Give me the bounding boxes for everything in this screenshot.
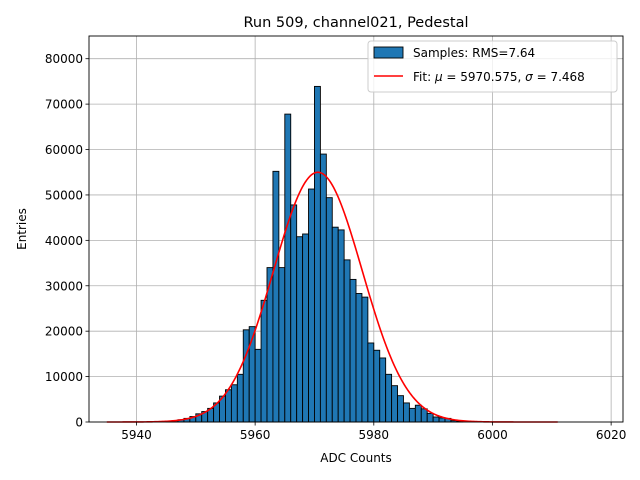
y-tick-label: 0 [75,416,83,430]
histogram-bar [319,153,327,423]
legend-fit-label: Fit: μ = 5970.575, σ = 7.468 [413,70,585,84]
y-axis-label: Entries [15,208,29,250]
histogram-bar [391,385,398,423]
histogram-bar [438,417,446,423]
histogram-bar [331,226,339,423]
histogram-bar [420,408,428,423]
legend-sigma-value: = 7.468 [533,70,585,84]
histogram-bar [403,402,410,423]
y-axis-ticks: 0 10000 20000 30000 40000 50000 60000 70000 8000… [45,52,89,430]
histogram-bar [260,299,268,423]
legend-hist-swatch [373,46,404,59]
histogram-bar [225,389,232,423]
histogram-bar [385,373,393,423]
histogram-bar [379,357,387,423]
plot-frame [88,35,624,423]
histogram-bar [408,407,416,423]
legend-mu-symbol: μ [434,70,443,84]
histogram-bar [302,233,309,423]
legend-fit-prefix: Fit: [413,70,435,84]
histogram-bars [165,85,464,423]
histogram-bar [308,188,315,423]
y-tick-label: 20000 [45,325,83,339]
x-tick-label: 6000 [477,428,508,442]
histogram-bar [296,236,304,423]
histogram-bar [349,278,357,423]
y-tick-label: 60000 [45,143,83,157]
histogram-bar [397,395,404,423]
histogram-bar [373,349,381,423]
histogram-bar [290,204,298,423]
histogram-bar [284,113,292,423]
histogram-bar [254,348,262,423]
x-tick-label: 6020 [596,428,627,442]
legend: Samples: RMS=7.64 Fit: μ = 5970.575, σ =… [367,40,618,93]
x-tick-label: 5980 [359,428,390,442]
histogram-bar [361,296,369,423]
legend-box [367,40,618,93]
histogram-bar [432,416,440,423]
histogram-bar [343,259,351,423]
histogram-bar [272,170,280,423]
y-tick-label: 10000 [45,370,83,384]
x-axis-label: ADC Counts [320,451,392,465]
histogram-bar [426,412,434,423]
chart-title: Run 509, channel021, Pedestal [243,15,468,31]
y-tick-label: 70000 [45,98,83,112]
histogram-bar [278,267,286,423]
legend-mu-value: = 5970.575, [443,70,526,84]
histogram-bar [367,342,375,423]
histogram-bar [325,197,333,423]
x-axis-ticks: 5940 5960 5980 6000 6020 [121,422,626,442]
legend-hist-label: Samples: RMS=7.64 [413,46,535,60]
histogram-bar [414,404,422,423]
y-tick-label: 30000 [45,279,83,293]
y-tick-label: 80000 [45,52,83,66]
x-tick-label: 5960 [240,428,271,442]
histogram-bar [314,85,321,423]
histogram-bar [355,293,363,423]
histogram-bar [230,384,238,423]
y-tick-label: 40000 [45,234,83,248]
x-tick-label: 5940 [121,428,152,442]
histogram-bar [236,373,244,423]
histogram-bar [337,229,345,423]
legend-sigma-symbol: σ [525,70,533,84]
y-tick-label: 50000 [45,188,83,202]
histogram-bar [242,329,250,423]
